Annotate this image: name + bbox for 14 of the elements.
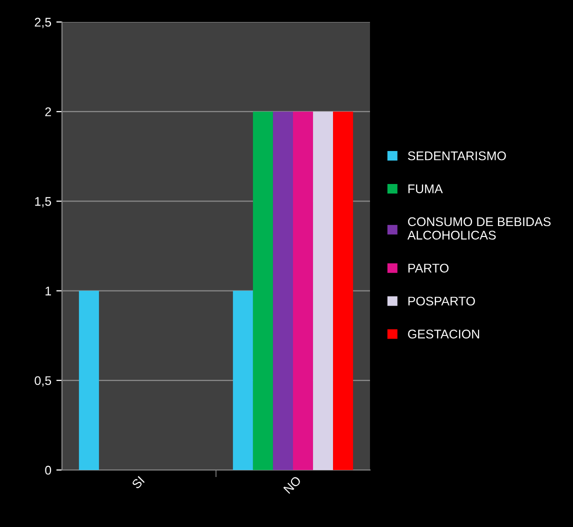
y-tick-label: 0	[45, 466, 52, 475]
legend-label: CONSUMO DE BEBIDAS ALCOHOLICAS	[407, 217, 551, 240]
legend-label: FUMA	[408, 184, 443, 194]
legend-label: GESTACION	[408, 330, 480, 339]
legend-label: POSPARTO	[408, 296, 475, 306]
x-tick-label: NO	[283, 476, 302, 494]
legend-label: PARTO	[408, 264, 449, 273]
legend-label: SEDENTARISMO	[408, 151, 506, 160]
x-tick-label: SI	[131, 476, 145, 490]
y-tick-label: 2	[45, 107, 51, 116]
y-tick-label: 0,5	[34, 376, 52, 387]
y-tick-label: 1	[46, 286, 51, 296]
y-tick-label: 2,5	[34, 18, 52, 28]
y-tick-label: 1,5	[35, 197, 52, 208]
